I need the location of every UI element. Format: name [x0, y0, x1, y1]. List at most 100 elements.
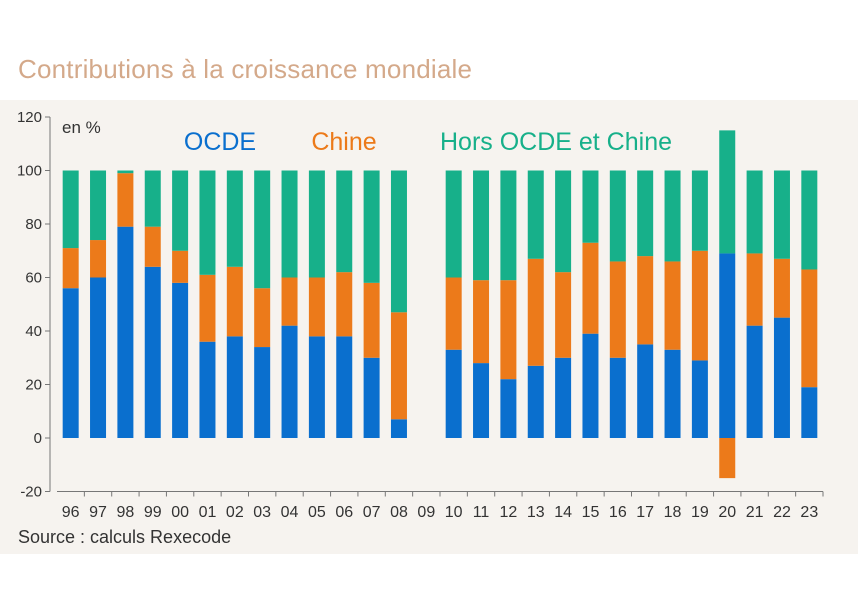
- unit-label: en %: [62, 118, 101, 137]
- bar-ocde-08: [390, 419, 407, 438]
- bar-ocde-20: [719, 253, 736, 438]
- bar-hors-ocde-et-chine-07: [363, 170, 380, 283]
- x-tick-label: 15: [582, 504, 600, 521]
- bar-ocde-18: [664, 349, 681, 438]
- y-tick-label: 20: [25, 377, 42, 394]
- bar-chine-05: [308, 277, 325, 337]
- bar-ocde-00: [172, 282, 189, 438]
- bar-chine-01: [199, 274, 216, 342]
- bar-ocde-19: [691, 360, 708, 438]
- bar-hors-ocde-et-chine-12: [500, 170, 517, 281]
- bar-hors-ocde-et-chine-05: [308, 170, 325, 278]
- y-tick-label: 80: [25, 216, 42, 233]
- bar-hors-ocde-et-chine-02: [226, 170, 243, 267]
- x-tick-label: 07: [363, 504, 381, 521]
- bar-hors-ocde-et-chine-14: [555, 170, 572, 273]
- bar-hors-ocde-et-chine-23: [801, 170, 818, 270]
- bar-chine-03: [254, 288, 271, 348]
- bar-chine-23: [801, 269, 818, 388]
- bar-chine-18: [664, 261, 681, 350]
- bar-ocde-05: [308, 336, 325, 438]
- bar-chine-13: [527, 258, 544, 366]
- x-tick-label: 13: [527, 504, 545, 521]
- bar-chine-15: [582, 242, 599, 334]
- x-tick-label: 03: [253, 504, 271, 521]
- bar-ocde-03: [254, 347, 271, 438]
- bar-ocde-16: [609, 357, 626, 438]
- x-tick-label: 96: [62, 504, 80, 521]
- bar-chine-10: [445, 277, 462, 350]
- bar-ocde-98: [117, 226, 134, 438]
- bar-chine-16: [609, 261, 626, 358]
- chart-title: Contributions à la croissance mondiale: [18, 54, 473, 84]
- bar-ocde-96: [62, 288, 79, 438]
- bar-hors-ocde-et-chine-00: [172, 170, 189, 251]
- x-tick-label: 06: [335, 504, 353, 521]
- bar-ocde-17: [637, 344, 654, 438]
- bar-ocde-14: [555, 357, 572, 438]
- bar-chine-98: [117, 173, 134, 227]
- x-tick-label: 23: [800, 504, 818, 521]
- bar-chine-06: [336, 272, 353, 337]
- bar-hors-ocde-et-chine-20: [719, 130, 736, 254]
- bar-hors-ocde-et-chine-98: [117, 170, 134, 174]
- x-tick-label: 18: [664, 504, 682, 521]
- bar-chine-02: [226, 266, 243, 337]
- bar-ocde-10: [445, 349, 462, 438]
- x-tick-label: 99: [144, 504, 162, 521]
- bar-chine-08: [390, 312, 407, 420]
- bar-hors-ocde-et-chine-15: [582, 170, 599, 243]
- bar-hors-ocde-et-chine-18: [664, 170, 681, 262]
- bar-hors-ocde-et-chine-96: [62, 170, 79, 249]
- x-tick-label: 19: [691, 504, 709, 521]
- x-tick-label: 02: [226, 504, 244, 521]
- x-tick-label: 09: [417, 504, 435, 521]
- bar-ocde-15: [582, 333, 599, 438]
- bar-hors-ocde-et-chine-16: [609, 170, 626, 262]
- x-tick-label: 21: [746, 504, 764, 521]
- legend-hors-ocde-et-chine: Hors OCDE et Chine: [440, 128, 672, 156]
- legend-ocde: OCDE: [184, 128, 256, 156]
- bar-hors-ocde-et-chine-22: [773, 170, 790, 259]
- legend-chine: Chine: [311, 128, 376, 156]
- bar-chine-99: [144, 226, 161, 267]
- x-tick-label: 11: [473, 504, 490, 521]
- x-tick-label: 08: [390, 504, 408, 521]
- bar-hors-ocde-et-chine-19: [691, 170, 708, 251]
- bar-ocde-02: [226, 336, 243, 438]
- bar-hors-ocde-et-chine-03: [254, 170, 271, 289]
- bar-chine-22: [773, 258, 790, 318]
- bar-ocde-07: [363, 357, 380, 438]
- y-tick-label: 0: [34, 430, 42, 447]
- bar-hors-ocde-et-chine-99: [144, 170, 161, 227]
- x-tick-label: 16: [609, 504, 627, 521]
- bar-ocde-23: [801, 387, 818, 438]
- x-tick-label: 04: [281, 504, 299, 521]
- x-tick-label: 10: [445, 504, 463, 521]
- x-tick-label: 98: [116, 504, 134, 521]
- bar-ocde-22: [773, 317, 790, 438]
- bar-ocde-01: [199, 341, 216, 438]
- bar-ocde-04: [281, 325, 298, 438]
- bar-hors-ocde-et-chine-21: [746, 170, 763, 254]
- bar-hors-ocde-et-chine-13: [527, 170, 544, 259]
- y-tick-label: 100: [17, 163, 42, 180]
- y-tick-label: 40: [25, 323, 42, 340]
- bar-chine-11: [473, 280, 490, 364]
- bar-chine-14: [555, 272, 572, 358]
- bar-ocde-11: [473, 363, 490, 438]
- bar-hors-ocde-et-chine-06: [336, 170, 353, 273]
- bar-hors-ocde-et-chine-17: [637, 170, 654, 257]
- bar-chine-19: [691, 250, 708, 361]
- x-tick-label: 14: [554, 504, 572, 521]
- bar-chine-97: [90, 240, 107, 278]
- bar-chine-12: [500, 280, 517, 380]
- bar-hors-ocde-et-chine-11: [473, 170, 490, 281]
- bar-hors-ocde-et-chine-97: [90, 170, 107, 241]
- y-tick-label: 60: [25, 270, 42, 287]
- bar-chine-96: [62, 248, 79, 289]
- bar-ocde-97: [90, 277, 107, 438]
- y-tick-label: -20: [20, 484, 42, 501]
- bar-hors-ocde-et-chine-08: [390, 170, 407, 313]
